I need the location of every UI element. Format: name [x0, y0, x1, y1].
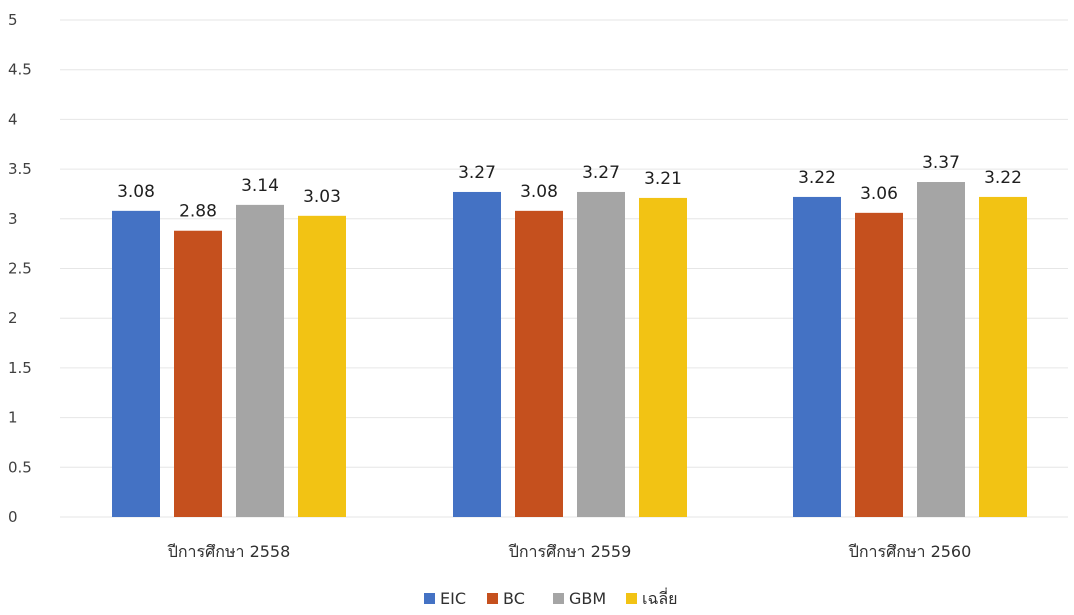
y-tick-label: 5 [8, 11, 18, 29]
bar-EIC [112, 210, 160, 517]
legend-label: EIC [440, 589, 466, 608]
legend-label: เฉลี่ย [642, 587, 678, 608]
bar-BC [515, 210, 563, 517]
bar-GBM [917, 182, 965, 517]
category-labels: ปีการศึกษา 2558 ปีการศึกษา 2559 ปีการศึกษา… [167, 542, 971, 561]
category-label: ปีการศึกษา 2558 [167, 542, 290, 561]
bars [112, 182, 1027, 517]
data-label: 3.08 [520, 182, 558, 202]
data-label: 3.27 [458, 163, 496, 183]
category-label: ปีการศึกษา 2560 [848, 542, 971, 561]
bar-GBM [236, 204, 284, 517]
bar-BC [174, 230, 222, 517]
y-axis-ticks: 0 0.5 1 1.5 2 2.5 3 3.5 4 4.5 5 [8, 11, 32, 526]
legend: EIC BC GBM เฉลี่ย [424, 587, 678, 608]
y-tick-label: 2 [8, 309, 18, 327]
y-tick-label: 2.5 [8, 260, 32, 278]
bar-เฉลี่ย [639, 197, 687, 517]
data-label: 3.03 [303, 187, 341, 207]
legend-label: BC [503, 589, 525, 608]
y-tick-label: 0 [8, 508, 18, 526]
legend-swatch [626, 593, 637, 604]
bar-GBM [577, 191, 625, 517]
data-label: 3.37 [922, 153, 960, 173]
data-label: 2.88 [179, 202, 217, 222]
y-tick-label: 3 [8, 210, 18, 228]
data-label: 3.22 [984, 168, 1022, 188]
y-tick-label: 3.5 [8, 160, 32, 178]
bar-EIC [793, 196, 841, 517]
bar-BC [855, 212, 903, 517]
data-label: 3.27 [582, 163, 620, 183]
category-label: ปีการศึกษา 2559 [508, 542, 631, 561]
legend-label: GBM [569, 589, 606, 608]
data-label: 3.14 [241, 176, 279, 196]
y-tick-label: 1.5 [8, 359, 32, 377]
legend-swatch [487, 593, 498, 604]
data-label: 3.21 [644, 169, 682, 189]
legend-swatch [424, 593, 435, 604]
data-labels: 3.08 2.88 3.14 3.03 3.27 3.08 3.27 3.21 3.22 3.06… [117, 153, 1022, 222]
data-label: 3.08 [117, 182, 155, 202]
gridlines [60, 19, 1068, 518]
y-tick-label: 4 [8, 110, 18, 128]
legend-swatch [553, 593, 564, 604]
y-tick-label: 0.5 [8, 458, 32, 476]
bar-EIC [453, 191, 501, 517]
bar-เฉลี่ย [979, 196, 1027, 517]
data-label: 3.22 [798, 168, 836, 188]
bar-เฉลี่ย [298, 215, 346, 517]
y-tick-label: 1 [8, 409, 18, 427]
data-label: 3.06 [860, 184, 898, 204]
y-tick-label: 4.5 [8, 61, 32, 79]
